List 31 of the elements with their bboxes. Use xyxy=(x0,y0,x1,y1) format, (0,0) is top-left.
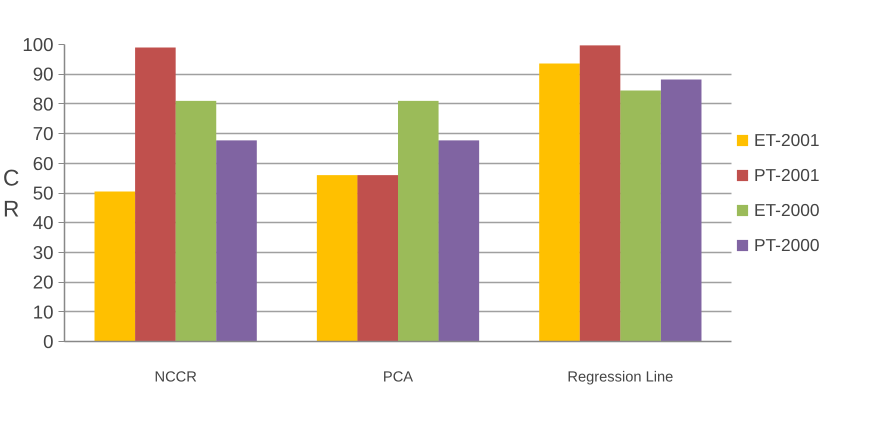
bar xyxy=(135,47,176,342)
bar xyxy=(176,100,216,342)
y-tick-label: 40 xyxy=(32,212,54,234)
bar xyxy=(620,90,661,342)
y-tick-label: 10 xyxy=(32,301,54,322)
y-tick-label: 60 xyxy=(32,152,54,174)
bar xyxy=(398,100,439,342)
y-tick-label: 80 xyxy=(32,93,54,114)
y-tick-label: 30 xyxy=(32,242,54,263)
y-axis-title: CR xyxy=(3,164,20,222)
bar xyxy=(438,140,480,342)
y-tick-label: 0 xyxy=(43,331,54,352)
legend-label: ET-2000 xyxy=(754,200,820,220)
legend-label: ET-2001 xyxy=(754,130,820,150)
bar xyxy=(216,140,257,342)
y-tick-label: 100 xyxy=(22,34,54,55)
legend-label: PT-2000 xyxy=(754,234,820,256)
legend-label: PT-2001 xyxy=(754,164,820,186)
bar xyxy=(357,175,398,342)
bar xyxy=(94,192,136,342)
x-tick-label: NCCR xyxy=(154,370,197,386)
y-tick-label: 20 xyxy=(32,272,54,293)
bar xyxy=(580,45,620,342)
y-tick-label: 70 xyxy=(32,123,54,144)
bar xyxy=(539,64,580,342)
y-tick-label: 50 xyxy=(32,182,54,204)
x-tick-label: PCA xyxy=(382,370,414,386)
bar xyxy=(316,175,358,342)
y-tick-label: 90 xyxy=(32,64,54,85)
bar xyxy=(660,80,702,342)
x-tick-label: Regression Line xyxy=(567,370,674,386)
